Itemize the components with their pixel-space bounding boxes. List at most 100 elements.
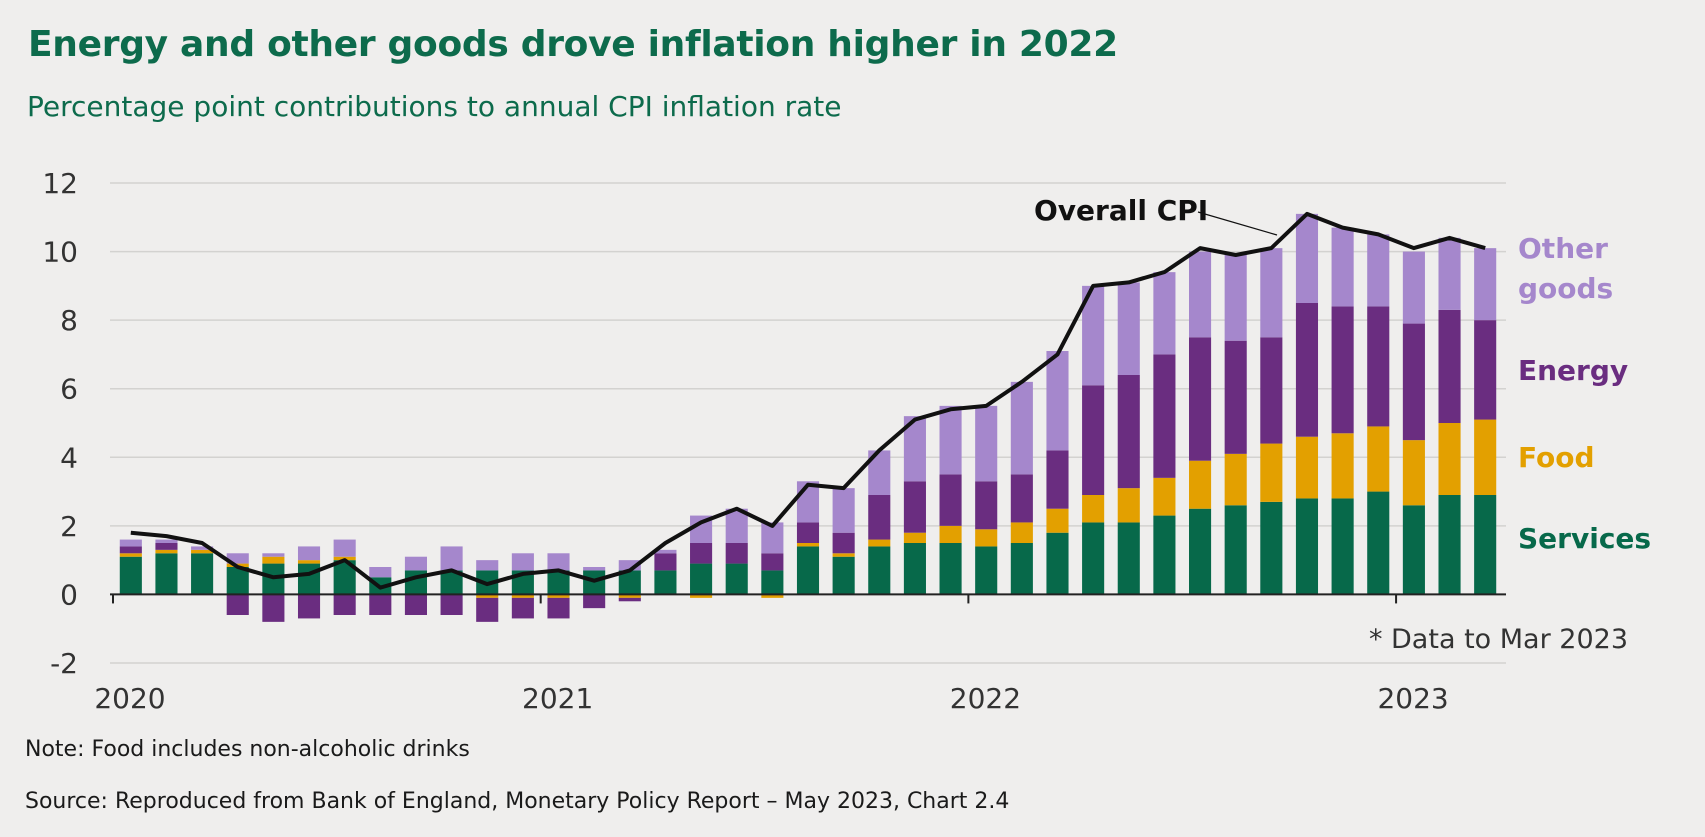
cpi-line-group [130,211,1486,590]
bar-energy [1189,337,1212,461]
bar-services [939,543,962,595]
bar-food [1367,426,1390,492]
bar-services [1153,515,1176,595]
bar-other-goods [939,405,962,475]
bar-food [1046,508,1069,533]
bar-other-goods [476,560,499,571]
bar-energy [226,594,249,615]
bar-food [511,594,534,598]
bar-services [1010,543,1033,595]
bar-energy [1474,320,1497,420]
bar-food [262,556,285,564]
bar-other-goods [1082,285,1105,386]
bar-other-goods [761,522,784,554]
y-tick-label: 10 [42,236,78,269]
bar-other-goods [1153,272,1176,355]
bar-food [1153,477,1176,516]
bar-energy [262,594,285,622]
bar-services [796,546,820,595]
bar-services [832,556,855,595]
bar-energy [1224,340,1247,454]
bar-services [975,546,998,595]
bar-energy [796,522,820,543]
bar-energy [690,543,713,564]
bar-other-goods [191,546,214,550]
bar-other-goods [1117,282,1140,375]
bar-food [476,594,499,598]
x-tick-label: 2022 [950,682,1021,715]
x-tick-label: 2020 [94,682,165,715]
y-tick-label: 2 [60,510,78,543]
bar-food [191,549,214,554]
bar-energy [119,546,142,554]
bar-services [725,563,748,595]
bar-other-goods [297,546,321,561]
bar-food [1117,488,1140,523]
bar-food [1331,433,1354,499]
bar-services [1331,498,1354,595]
bar-services [191,553,214,595]
bar-other-goods [1010,381,1033,475]
y-tick-label: 0 [60,578,78,611]
bar-services [333,560,356,595]
bar-other-goods [1260,248,1283,338]
bar-other-goods [975,405,998,482]
bar-other-goods [1402,251,1425,324]
legend-food: Food [1518,441,1595,474]
bar-food [1474,419,1497,495]
bar-food [1295,436,1319,499]
bar-other-goods [226,553,249,564]
x-tick-label: 2023 [1377,682,1448,715]
bar-energy [1260,337,1283,444]
bar-energy [1438,309,1461,423]
bar-other-goods [832,488,855,533]
bar-services [1260,501,1283,595]
chart-source: Source: Reproduced from Bank of England,… [25,789,1010,814]
bar-services [1117,522,1140,595]
bar-services [1474,495,1497,595]
legend-services: Services [1518,522,1651,555]
bar-services [1224,505,1247,595]
bar-services [1438,495,1461,595]
bar-energy [1153,354,1176,478]
legend-other-goods: goods [1518,272,1613,305]
bar-food [547,594,570,598]
bar-energy [155,543,178,550]
bar-food [618,594,641,598]
bar-services [1189,508,1212,595]
bar-other-goods [903,416,926,482]
bar-other-goods [618,560,641,571]
bar-other-goods [262,553,285,557]
y-tick-label: 12 [42,167,78,200]
bar-other-goods [440,546,463,571]
bar-energy [547,597,570,619]
bar-other-goods [1224,255,1247,341]
chart-labels: Overall CPI Other goods Energy Food Services *… [1034,194,1651,655]
bar-other-goods [1046,351,1069,451]
bar-energy [725,543,748,564]
bar-food [1402,440,1425,506]
x-tick-label: 2021 [522,682,593,715]
bar-food [1438,423,1461,495]
bar-energy [511,597,534,619]
bar-energy [369,594,392,615]
cpi-line [130,211,1486,590]
bar-services [1295,498,1319,595]
bar-other-goods [868,450,891,495]
bar-other-goods [654,549,677,554]
bar-energy [903,481,926,533]
bar-other-goods [333,539,356,557]
bar-energy [939,474,962,526]
bar-other-goods [511,553,534,571]
y-tick-label: 4 [60,441,78,474]
bar-services [297,563,321,595]
legend-energy: Energy [1518,354,1628,387]
bar-other-goods [690,515,713,543]
bar-services [1046,532,1069,595]
y-tick-label: 8 [60,304,78,337]
bar-services [547,570,570,595]
bar-services [119,556,142,595]
y-tick-label: -2 [50,647,78,680]
y-tick-label: 6 [60,373,78,406]
bar-other-goods [547,553,570,571]
